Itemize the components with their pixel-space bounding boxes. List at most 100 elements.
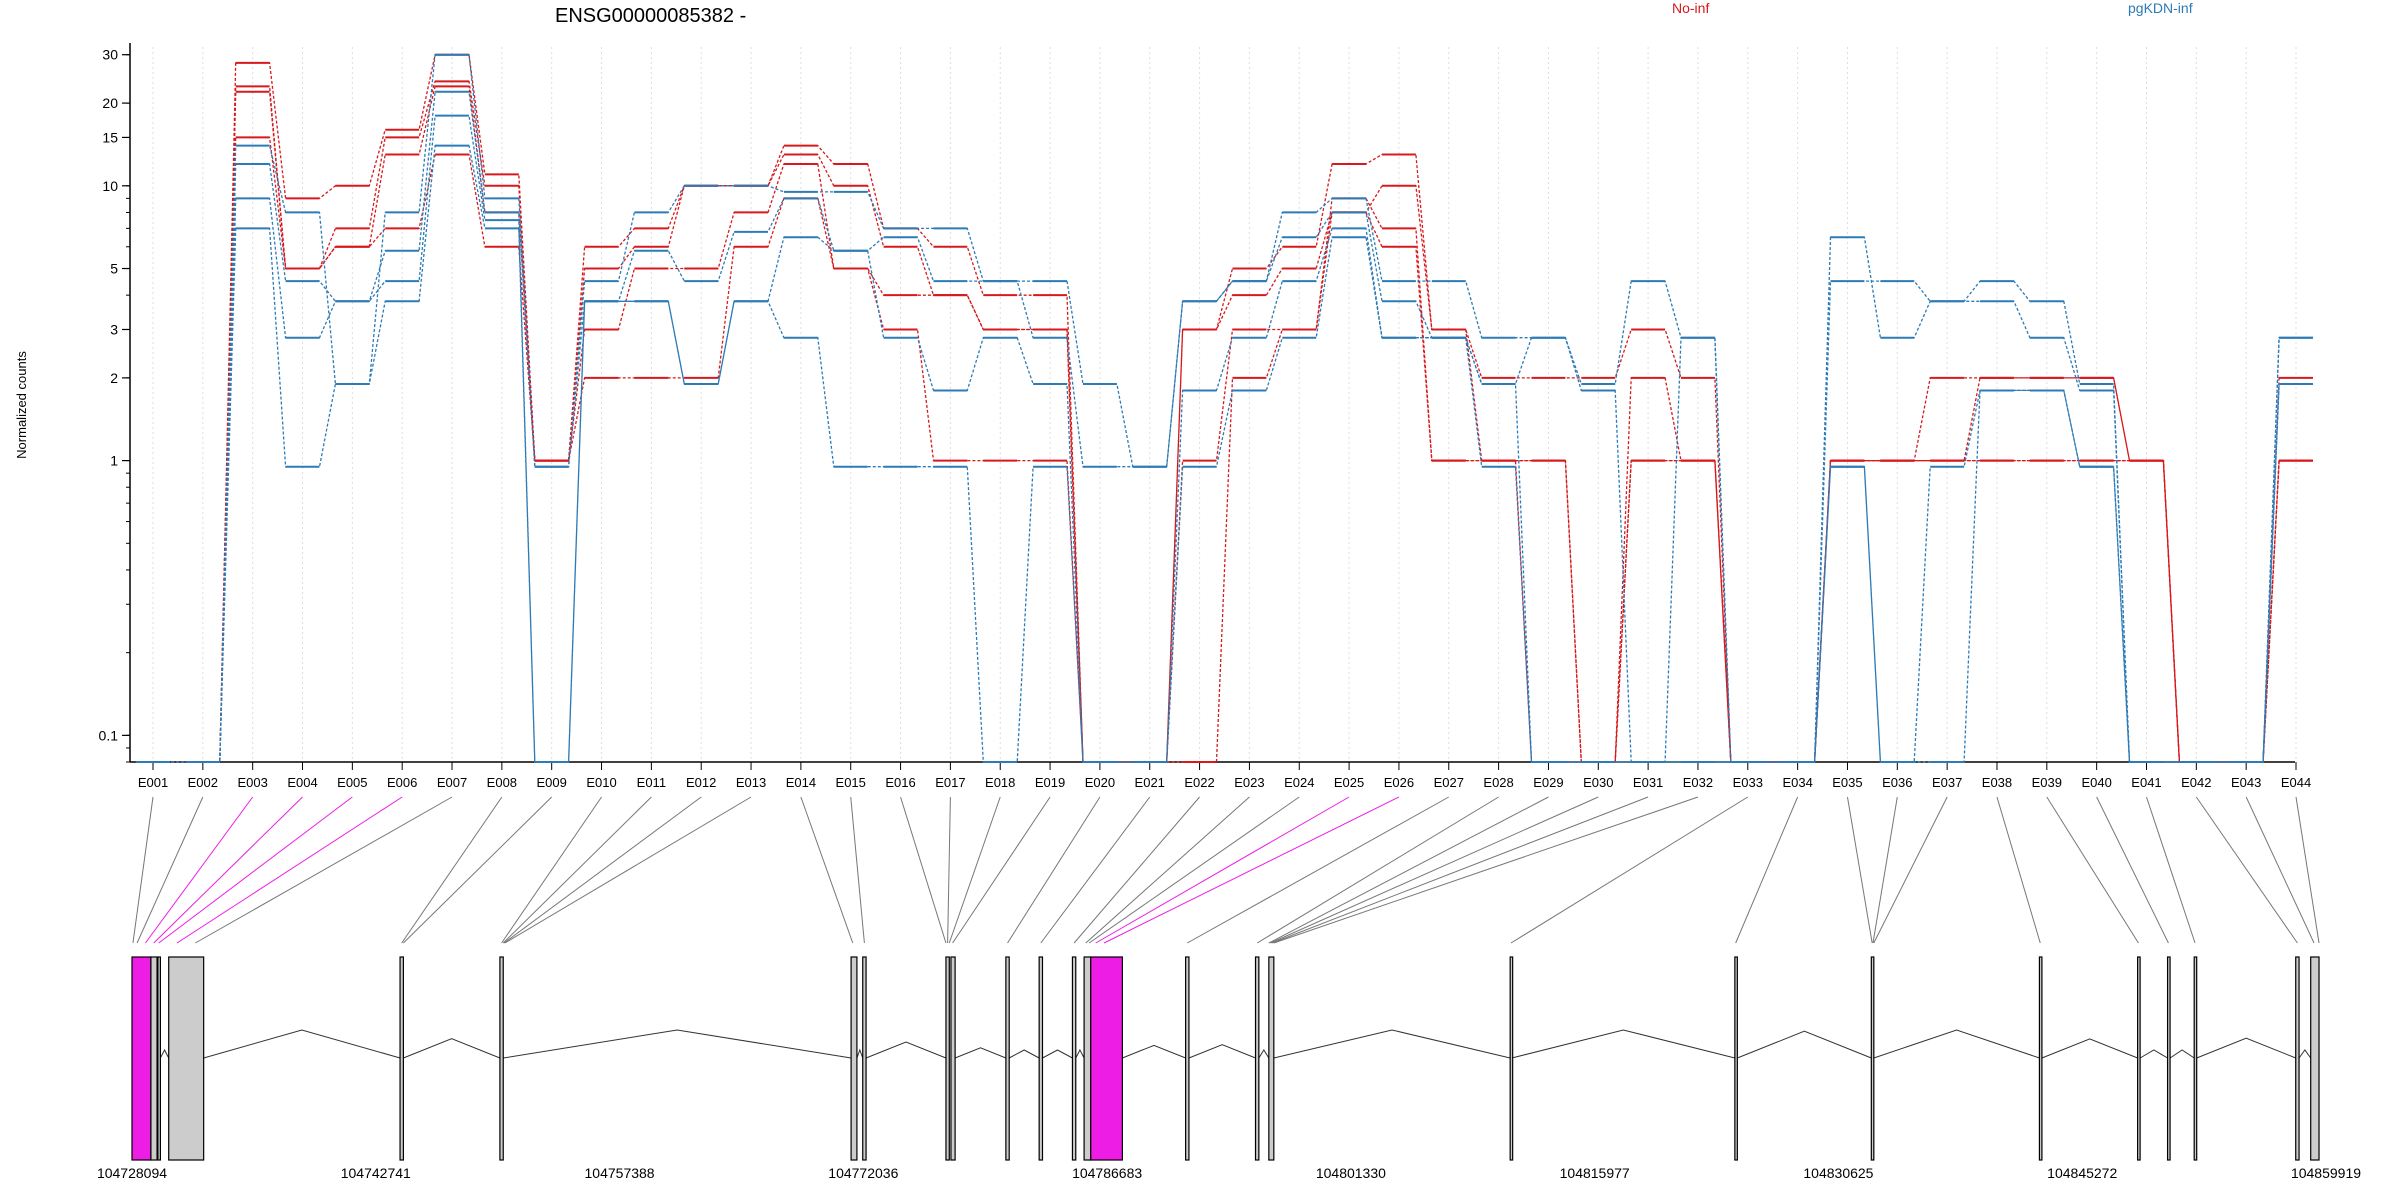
intron-line <box>403 1038 501 1059</box>
bin-connector <box>1073 796 1200 944</box>
y-tick-label: 0.1 <box>99 727 119 743</box>
bin-connector <box>1187 796 1450 944</box>
exon-block <box>1870 956 1875 1161</box>
intron-line <box>1273 1029 1511 1059</box>
exon-block <box>2310 956 2320 1161</box>
bin-connector <box>145 796 254 944</box>
x-tick-label: E003 <box>237 775 267 790</box>
x-tick-label: E028 <box>1483 775 1513 790</box>
series-line <box>136 145 2313 763</box>
legend-label-pgkdn-inf: pgKDN-inf <box>2128 0 2193 16</box>
x-tick-label: E023 <box>1234 775 1264 790</box>
bin-connector <box>1268 796 1549 944</box>
x-tick-label: E032 <box>1683 775 1713 790</box>
bin-connector <box>947 796 951 944</box>
exon-block <box>150 956 158 1161</box>
x-tick-label: E001 <box>138 775 168 790</box>
series-no-inf-1 <box>136 80 2313 763</box>
x-tick-label: E030 <box>1583 775 1613 790</box>
exon-block <box>2038 956 2043 1161</box>
exon-block <box>862 956 867 1161</box>
exon-block <box>2137 956 2141 1161</box>
x-tick-label: E002 <box>188 775 218 790</box>
x-tick-label: E022 <box>1184 775 1214 790</box>
exon-bin-connectors <box>132 796 2320 944</box>
exon-block <box>1090 956 1123 1161</box>
series-no-inf-3 <box>136 136 2313 763</box>
x-tick-label: E024 <box>1284 775 1314 790</box>
intron-line <box>2169 1049 2195 1059</box>
intron-line <box>1737 1030 1872 1059</box>
bin-connector <box>850 796 865 944</box>
exon-block <box>2295 956 2300 1161</box>
exon-block <box>499 956 504 1161</box>
series-pgkdn-inf-7 <box>136 144 2313 763</box>
x-tick-label: E044 <box>2281 775 2311 790</box>
x-tick-label: E018 <box>985 775 1015 790</box>
intron-line <box>1188 1044 1256 1059</box>
exon-block <box>1734 956 1738 1161</box>
x-tick-label: E039 <box>2032 775 2062 790</box>
exon-block <box>157 956 161 1161</box>
bin-connector <box>136 796 204 944</box>
intron-line <box>503 1029 852 1059</box>
x-tick-label: E031 <box>1633 775 1663 790</box>
exon-block <box>1005 956 1010 1161</box>
coordinate-label: 104742741 <box>341 1165 411 1181</box>
x-tick-label: E006 <box>387 775 417 790</box>
coordinate-label: 104772036 <box>828 1165 898 1181</box>
intron-line <box>856 1048 864 1059</box>
x-tick-label: E015 <box>836 775 866 790</box>
intron-line <box>954 1047 1007 1059</box>
x-tick-labels: E001 E002 E003 E004 E005 E006 E007 E008 E009 E010… <box>138 775 2311 790</box>
bin-connector <box>2096 796 2169 944</box>
x-tick-label: E010 <box>586 775 616 790</box>
y-tick-label: 15 <box>102 129 118 145</box>
x-tick-label: E041 <box>2131 775 2161 790</box>
x-tick-label: E029 <box>1533 775 1563 790</box>
exon-block <box>168 956 205 1161</box>
bin-connector <box>503 796 702 944</box>
x-tick-label: E042 <box>2181 775 2211 790</box>
intron-line <box>1075 1048 1085 1059</box>
x-tick-label: E008 <box>487 775 517 790</box>
legend-label-no-inf: No-inf <box>1672 0 1709 16</box>
exon-block <box>1268 956 1275 1161</box>
x-tick-label: E012 <box>686 775 716 790</box>
x-tick-label: E007 <box>437 775 467 790</box>
intron-line <box>2139 1049 2168 1059</box>
bin-connector <box>1271 796 1649 944</box>
y-tick-label: 30 <box>102 47 118 63</box>
axes-layer: 0.1 1 2 3 5 10 15 20 30 <box>99 43 2297 770</box>
series-line <box>136 54 2313 763</box>
bin-connector <box>504 796 752 944</box>
intron-line <box>2196 1037 2296 1059</box>
series-line <box>136 136 2313 763</box>
exon-block <box>1038 956 1044 1161</box>
exon-block <box>950 956 956 1161</box>
y-tick-label: 20 <box>102 95 118 111</box>
intron-line <box>1122 1044 1186 1059</box>
exon-block <box>131 956 152 1161</box>
exon-block <box>1185 956 1190 1161</box>
exon-block <box>945 956 950 1161</box>
intron-line <box>1042 1049 1073 1059</box>
bin-connector <box>2046 796 2139 944</box>
x-tick-label: E040 <box>2081 775 2111 790</box>
series-line <box>136 91 2313 763</box>
coordinate-label: 104801330 <box>1316 1165 1386 1181</box>
x-tick-label: E005 <box>337 775 367 790</box>
coordinate-label: 104757388 <box>585 1165 655 1181</box>
bin-connector <box>1510 796 1749 944</box>
y-tick-label: 1 <box>110 453 118 469</box>
series-no-inf-2 <box>136 85 2313 763</box>
bin-connector <box>1872 796 1898 944</box>
bin-connector <box>132 796 154 944</box>
intron-line <box>865 1041 947 1059</box>
bin-connector <box>1996 796 2041 944</box>
coordinate-label: 104728094 <box>97 1165 167 1181</box>
x-tick-label: E026 <box>1384 775 1414 790</box>
bin-connector <box>900 796 947 944</box>
y-tick-label: 5 <box>110 261 118 277</box>
series-layer <box>136 53 2313 763</box>
